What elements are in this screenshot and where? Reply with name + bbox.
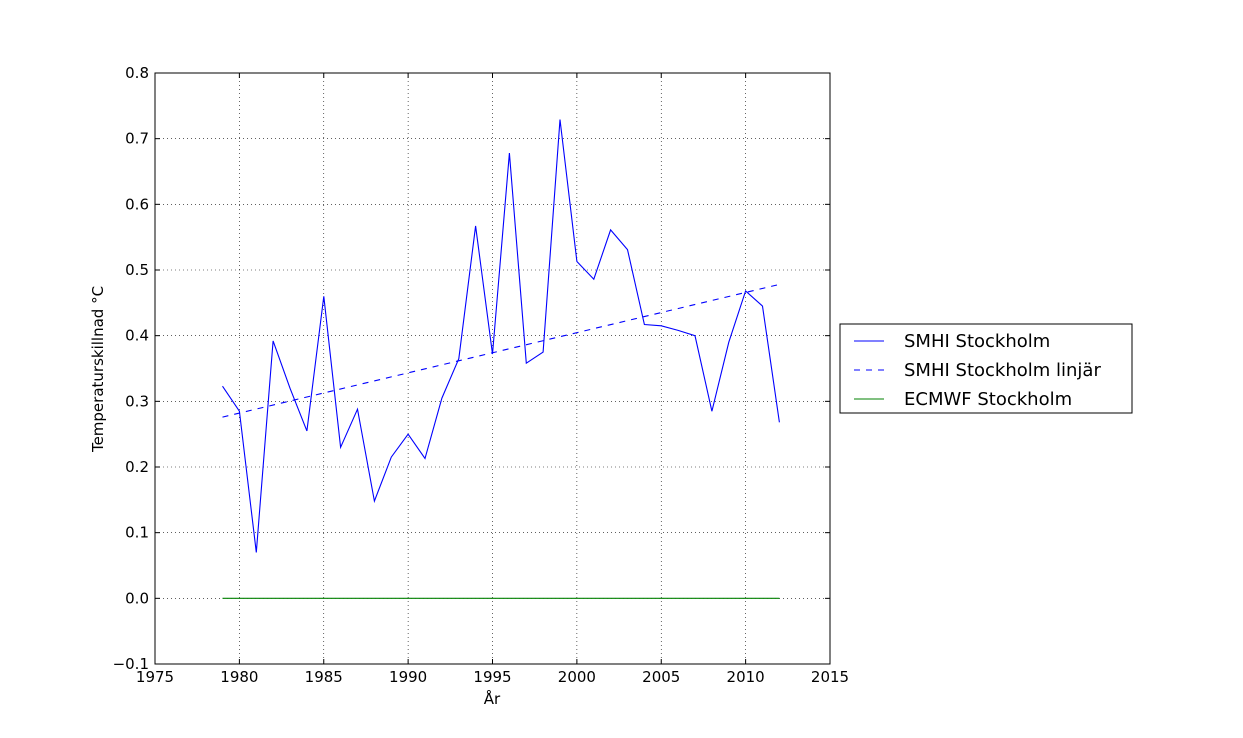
y-tick-label: 0.3 bbox=[125, 392, 149, 410]
y-tick-label: 0.0 bbox=[125, 589, 149, 607]
x-tick-label: 1990 bbox=[389, 668, 427, 686]
x-tick-label: 2015 bbox=[811, 668, 849, 686]
x-tick-label: 2005 bbox=[642, 668, 680, 686]
x-tick-label: 2010 bbox=[727, 668, 765, 686]
x-tick-label: 1985 bbox=[305, 668, 343, 686]
y-tick-label: 0.5 bbox=[125, 261, 149, 279]
legend-box bbox=[839, 323, 1133, 414]
x-tick-label: 1995 bbox=[473, 668, 511, 686]
series-layer bbox=[222, 119, 780, 599]
y-tick-label: 0.4 bbox=[125, 327, 149, 345]
y-tick-label: 0.7 bbox=[125, 130, 149, 148]
legend-label-1: SMHI Stockholm linjär bbox=[904, 360, 1101, 381]
legend-label-0: SMHI Stockholm bbox=[904, 331, 1050, 352]
y-tick-label: 0.6 bbox=[125, 195, 149, 213]
y-axis-label: Temperaturskillnad °C bbox=[89, 286, 107, 453]
legend-label-2: ECMWF Stockholm bbox=[904, 389, 1072, 410]
series-line-0 bbox=[222, 119, 780, 553]
y-tick-label: 0.2 bbox=[125, 458, 149, 476]
x-axis-label: År bbox=[484, 689, 501, 708]
x-tick-label: 2000 bbox=[558, 668, 596, 686]
y-tick-label: −0.1 bbox=[113, 655, 149, 673]
y-tick-label: 0.1 bbox=[125, 524, 149, 542]
x-tick-label: 1975 bbox=[136, 668, 174, 686]
ticks: 1975 1980 1985 1990 1995 2000 2005 2010 2015 −0.1… bbox=[113, 64, 850, 686]
legend: SMHI Stockholm SMHI Stockholm linjär ECMWF… bbox=[839, 323, 1133, 414]
x-tick-label: 1980 bbox=[220, 668, 258, 686]
y-tick-label: 0.8 bbox=[125, 64, 149, 82]
